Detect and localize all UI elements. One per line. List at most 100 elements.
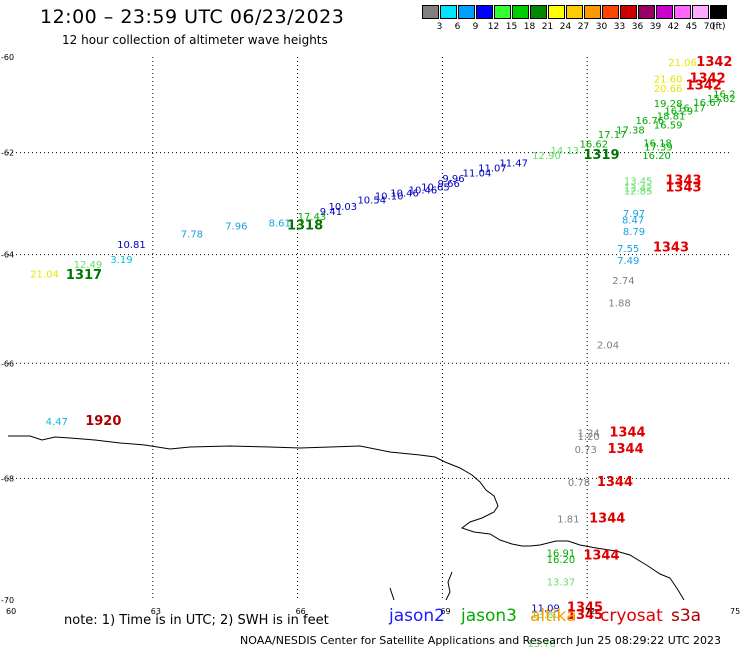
scale-label: 18	[523, 22, 536, 32]
swh-value-label: 13.37	[547, 577, 576, 588]
swh-value-label: 15.62	[707, 94, 736, 105]
pass-time-label: 1319	[583, 148, 619, 163]
map-title: 12:00 – 23:59 UTC 06/23/2023	[40, 6, 345, 28]
legend-note: note: 1) Time is in UTC; 2) SWH is in fe…	[64, 613, 329, 628]
scale-swatch	[440, 5, 457, 19]
scale-label: 9	[472, 22, 479, 32]
swh-value-label: 18.81	[657, 111, 686, 122]
swh-value-label: 13.78	[527, 639, 556, 650]
swh-value-label: 21.04	[30, 270, 59, 281]
lat-tick-label: -62	[1, 149, 14, 158]
swh-value-label: 7.55	[617, 244, 639, 255]
swh-value-label: 16.17	[677, 103, 706, 114]
swh-value-label: 16.91	[547, 548, 576, 559]
swh-value-label: 16.62	[579, 140, 608, 151]
pass-time-label: 1344	[583, 548, 619, 563]
pass-time-label: 1345	[567, 601, 603, 616]
scale-swatch	[602, 5, 619, 19]
swh-value-label: 11.09	[531, 604, 560, 615]
pass-time-label: 1343	[665, 181, 701, 196]
swh-value-label: 16.76	[635, 116, 664, 127]
scale-label: 15	[505, 22, 518, 32]
scale-label: 21	[541, 22, 554, 32]
scale-swatch	[422, 5, 439, 19]
lon-tick-label: 69	[440, 607, 450, 616]
swh-value-label: 16.67	[693, 98, 722, 109]
pass-time-label: 1344	[597, 475, 633, 490]
scale-swatch	[494, 5, 511, 19]
swh-value-label: 1.24	[578, 429, 600, 440]
pass-time-label: 1343	[665, 173, 701, 188]
swh-value-label: 9.96	[442, 174, 464, 185]
scale-label: 39	[649, 22, 662, 32]
swh-value-label: 11.07	[478, 163, 507, 174]
swh-value-label: 20.66	[654, 84, 683, 95]
map-subtitle: 12 hour collection of altimeter wave hei…	[62, 33, 328, 47]
pass-time-label: 1920	[85, 414, 121, 429]
legend-altika: altika	[530, 606, 577, 626]
swh-value-label: 10.54	[357, 196, 386, 207]
swh-value-label: 16.20	[642, 151, 671, 162]
scale-swatch	[548, 5, 565, 19]
lat-tick-label: -70	[1, 596, 14, 605]
swh-value-label: 9.41	[320, 207, 342, 218]
scale-label: 33	[613, 22, 626, 32]
pass-time-label: 1342	[690, 71, 726, 86]
scale-swatch	[584, 5, 601, 19]
legend-row: note: 1) Time is in UTC; 2) SWH is in fe…	[0, 606, 740, 630]
swh-value-label: 16.29	[664, 107, 693, 118]
scale-swatch	[512, 5, 529, 19]
swh-value-label: 1.20	[578, 432, 600, 443]
swh-value-label: 2.74	[612, 276, 634, 287]
swh-value-label: 12.90	[532, 151, 561, 162]
scale-label: 42	[667, 22, 680, 32]
swh-value-label: 11.04	[463, 168, 492, 179]
swh-value-label: 10.10	[375, 192, 404, 203]
swh-value-label: 7.96	[225, 221, 247, 232]
swh-value-label: 7.78	[181, 230, 203, 241]
scale-label: 12	[487, 22, 500, 32]
swh-value-label: 13.42	[624, 184, 653, 195]
scale-label: 27	[577, 22, 590, 32]
axis-tick-labels: 60 63 66 69 72 75 -60 -62 -64 -66 -68 -70	[1, 53, 740, 616]
swh-value-label: 8.47	[622, 216, 644, 227]
swh-labels: 21.06 134221.6020.661342134215.6216.216.6…	[30, 55, 735, 650]
swh-value-label: 7.97	[623, 209, 645, 220]
swh-value-label: 4.47	[46, 417, 68, 428]
pass-time-label: 1345	[567, 608, 603, 623]
lat-tick-label: -68	[1, 474, 14, 483]
pass-time-label: 1344	[607, 442, 643, 457]
scale-label: 45	[685, 22, 698, 32]
scale-swatch	[710, 5, 727, 19]
swh-value-label: 10.46	[409, 186, 438, 197]
lon-tick-label: 75	[730, 607, 740, 616]
swh-value-label: 17.38	[616, 126, 645, 137]
lon-tick-label: 66	[296, 607, 306, 616]
swh-value-label: 17.17	[598, 130, 627, 141]
scale-unit: (ft)	[712, 22, 726, 32]
swh-value-label: 16.2	[713, 89, 735, 100]
pass-time-label: 1342	[696, 55, 732, 70]
swh-value-label: 17.43	[298, 212, 327, 223]
legend-jason2: jason2	[389, 606, 445, 626]
scale-swatch	[476, 5, 493, 19]
swh-value-label: 16.59	[654, 121, 683, 132]
swh-value-label: 10.81	[117, 240, 146, 251]
scale-swatch	[656, 5, 673, 19]
swh-value-label: 0.78	[568, 478, 590, 489]
swh-value-label: 11.47	[499, 158, 528, 169]
graticule	[8, 57, 732, 600]
scale-label: 24	[559, 22, 572, 32]
scale-swatch	[458, 5, 475, 19]
lat-tick-label: -66	[1, 359, 14, 368]
swh-value-label: 21.06	[668, 58, 697, 69]
scale-label: 70	[703, 22, 716, 32]
footer-credit: NOAA/NESDIS Center for Satellite Applica…	[240, 634, 722, 647]
scale-swatch	[530, 5, 547, 19]
swh-value-label: 2.04	[597, 340, 619, 351]
swh-value-label: 10.46	[390, 189, 419, 200]
pass-time-label: 1344	[589, 511, 625, 526]
scale-label: 36	[631, 22, 644, 32]
legend-cryosat: cryosat	[600, 606, 663, 626]
